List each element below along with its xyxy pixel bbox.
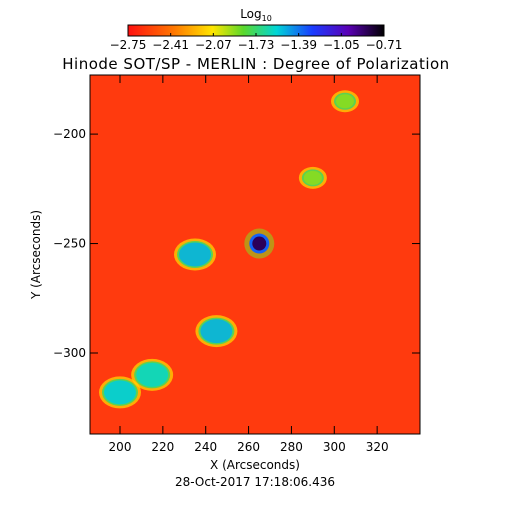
y-tick-label: −250 <box>53 237 86 251</box>
colorbar-tick-label: −1.05 <box>323 38 360 52</box>
timestamp: 28-Oct-2017 17:18:06.436 <box>175 475 335 489</box>
x-tick-label: 240 <box>194 440 217 454</box>
x-tick-label: 220 <box>151 440 174 454</box>
colorbar-tick-label: −1.39 <box>280 38 317 52</box>
y-tick-label: −300 <box>53 346 86 360</box>
network-patch-core <box>303 170 322 185</box>
x-tick-label: 320 <box>366 440 389 454</box>
network-patch-core <box>104 380 136 405</box>
colorbar-tick-label: −0.71 <box>366 38 403 52</box>
colorbar-tick-label: −2.41 <box>152 38 189 52</box>
x-tick-label: 260 <box>237 440 260 454</box>
plot-area: 200 220 240 260 280 300 320 −200 −250 −300 <box>53 74 421 454</box>
chart-title: Hinode SOT/SP - MERLIN : Degree of Polar… <box>62 55 449 73</box>
colorbar-tick-label: −2.75 <box>110 38 147 52</box>
colorbar-tick-label: −1.73 <box>238 38 275 52</box>
y-tick-label: −200 <box>53 127 86 141</box>
colorbar-tick-label: −2.07 <box>195 38 232 52</box>
x-tick-label: 200 <box>109 440 132 454</box>
network-patch-core <box>200 319 233 344</box>
x-tick-label: 300 <box>323 440 346 454</box>
plot-frame <box>89 74 421 435</box>
x-axis: 200 220 240 260 280 300 320 <box>109 75 389 454</box>
y-axis: −200 −250 −300 <box>53 127 420 360</box>
polarization-features <box>99 90 359 409</box>
x-tick-label: 280 <box>280 440 303 454</box>
network-patch-core <box>136 362 169 387</box>
colorbar-ticks: −2.75 −2.41 −2.07 −1.73 −1.39 −1.05 −0.71 <box>110 33 403 52</box>
x-axis-label: X (Arcseconds) <box>210 458 300 472</box>
network-patch-core <box>179 242 211 267</box>
colorbar-label: Log10 <box>240 7 272 23</box>
y-axis-label: Y (Arcseconds) <box>29 210 43 300</box>
colorbar: Log10 −2.75 −2.41 −2.07 −1.73 −1.39 −1.05 −0.7… <box>110 7 403 52</box>
sunspot-umbra <box>252 236 267 251</box>
network-patch-core <box>336 94 354 109</box>
